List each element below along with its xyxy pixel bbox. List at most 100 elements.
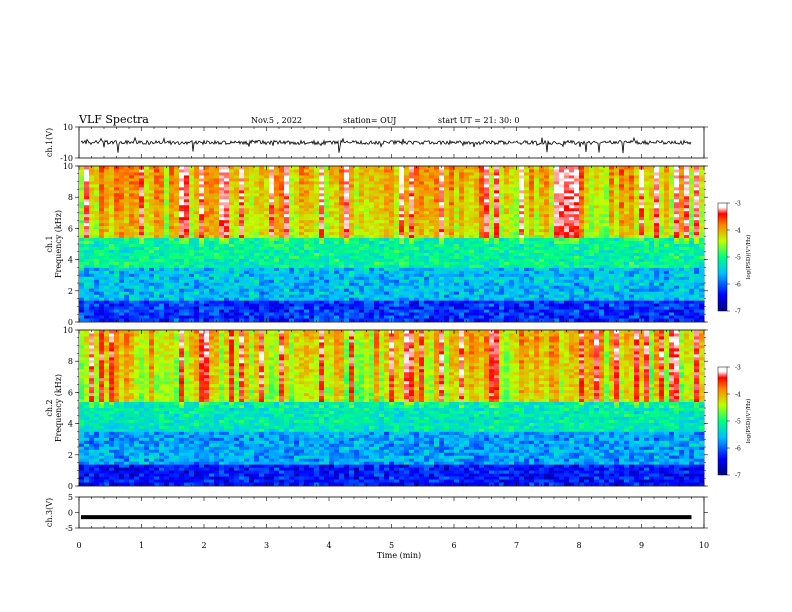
spectrogram-cell (539, 217, 545, 221)
spectrogram-cell (284, 232, 290, 236)
spectrogram-cell (299, 220, 305, 224)
spectrogram-cell (489, 255, 495, 260)
spectrogram-cell (264, 309, 270, 313)
spectrogram-cell (154, 181, 160, 185)
spectrogram-cell (139, 303, 145, 307)
spectrogram-cell (434, 220, 440, 224)
spectrogram-cell (534, 300, 540, 304)
spectrogram-cell (259, 223, 265, 227)
spectrogram-cell (479, 172, 485, 176)
spectrogram-cell (469, 211, 475, 215)
spectrogram-cell (199, 223, 205, 227)
spectrogram-cell (494, 273, 500, 278)
spectrogram-cell (249, 285, 255, 290)
spectrogram-cell (444, 315, 450, 319)
spectrogram-cell (414, 315, 420, 319)
spectrogram-cell (169, 208, 175, 212)
spectrogram-cell (369, 309, 375, 313)
spectrogram-cell (114, 190, 120, 194)
spectrogram-cell (454, 261, 460, 266)
station-label: station= OUJ (343, 116, 396, 125)
spectrogram-cell (299, 288, 305, 292)
spectrogram-cell (384, 252, 390, 257)
spectrogram-cell (449, 270, 455, 275)
spectrogram-cell (144, 223, 150, 227)
spectrogram-cell (129, 249, 135, 254)
spectrogram-cell (89, 273, 95, 278)
spectrogram-cell (379, 244, 385, 248)
spectrogram-cell (514, 208, 520, 212)
spectrogram-cell (124, 264, 130, 269)
spectrogram-cell (99, 220, 105, 224)
spectrogram-cell (239, 214, 245, 218)
spectrogram-cell (474, 312, 480, 316)
spectrogram-cell (419, 172, 425, 176)
spectrogram-cell (84, 288, 90, 292)
spectrogram-cell (179, 267, 185, 272)
spectrogram-cell (179, 318, 185, 322)
spectrogram-cell (89, 270, 95, 275)
spectrogram-cell (429, 205, 435, 209)
spectrogram-cell (129, 303, 135, 307)
spectrogram-cell (494, 220, 500, 224)
spectrogram-cell (194, 303, 200, 307)
spectrogram-cell (224, 166, 230, 170)
spectrogram-cell (244, 184, 250, 188)
spectrogram-cell (514, 184, 520, 188)
spectrogram-cell (84, 241, 90, 245)
spectrogram-cell (159, 220, 165, 224)
spectrogram-cell (204, 166, 210, 170)
spectrogram-cell (424, 315, 430, 319)
spectrogram-cell (529, 211, 535, 215)
spectrogram-cell (374, 166, 380, 170)
spectrogram-cell (319, 309, 325, 313)
spectrogram-cell (284, 187, 290, 191)
spectrogram-cell (279, 187, 285, 191)
spectrogram-cell (404, 166, 410, 170)
spectrogram-cell (499, 199, 505, 203)
spectrogram-cell (364, 306, 370, 310)
spectrogram-cell (84, 178, 90, 182)
spectrogram-cell (104, 249, 110, 254)
spectrogram-cell (104, 318, 110, 322)
spectrogram-cell (309, 190, 315, 194)
spectrogram-cell (514, 282, 520, 287)
spectrogram-cell (309, 306, 315, 310)
spectrogram-cell (254, 264, 260, 269)
spectrogram-cell (274, 199, 280, 203)
spectrogram-cell (109, 190, 115, 194)
spectrogram-cell (264, 312, 270, 316)
spectrogram-cell (279, 252, 285, 257)
spectrogram-cell (214, 214, 220, 218)
spectrogram-cell (109, 241, 115, 245)
spectrogram-cell (229, 255, 235, 260)
spectrogram-cell (239, 261, 245, 266)
spectrogram-cell (439, 285, 445, 290)
spectrogram-cell (314, 258, 320, 263)
spectrogram-cell (419, 249, 425, 254)
spectrogram-cell (204, 235, 210, 239)
spectrogram-cell (254, 294, 260, 298)
spectrogram-cell (229, 246, 235, 251)
spectrogram-cell (274, 294, 280, 298)
spectrogram-cell (429, 273, 435, 278)
spectrogram-cell (424, 238, 430, 242)
spectrogram-cell (389, 190, 395, 194)
spectrogram-cell (409, 226, 415, 230)
spectrogram-cell (339, 270, 345, 275)
spectrogram-cell (114, 181, 120, 185)
spectrogram-cell (239, 205, 245, 209)
spectrogram-cell (169, 255, 175, 260)
spectrogram-cell (344, 175, 350, 179)
spectrogram-cell (449, 303, 455, 307)
spectrogram-cell (84, 217, 90, 221)
spectrogram-cell (424, 214, 430, 218)
spectrogram-cell (554, 306, 560, 310)
spectrogram-cell (204, 306, 210, 310)
spectrogram-cell (169, 297, 175, 301)
spectrogram-cell (219, 214, 225, 218)
spectrogram-cell (484, 226, 490, 230)
spectrogram-cell (299, 196, 305, 200)
spectrogram-cell (129, 255, 135, 260)
spectrogram-cell (89, 315, 95, 319)
